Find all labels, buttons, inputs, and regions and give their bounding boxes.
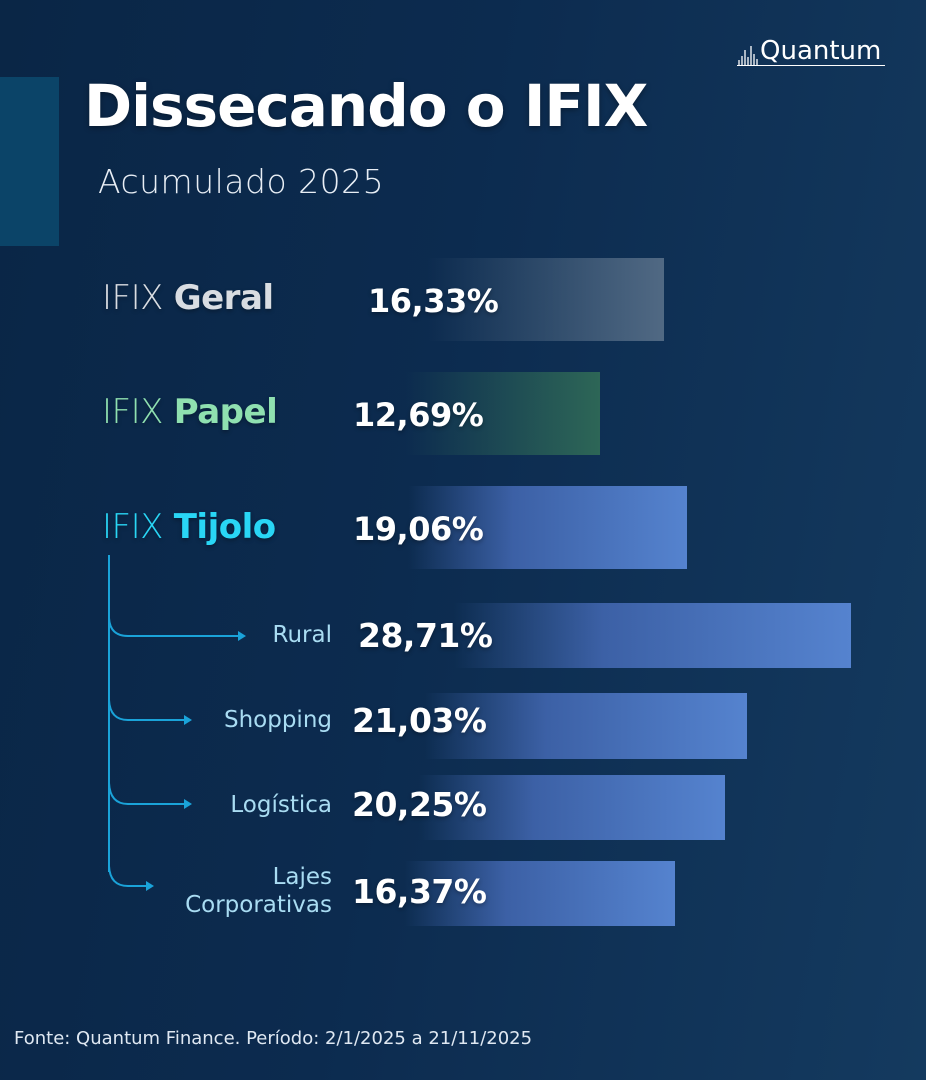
- arrow-logistica-icon: [184, 799, 192, 809]
- bar-ifix-papel: [300, 372, 600, 455]
- bar-logistica: [300, 775, 725, 840]
- value-rural: 28,71%: [358, 616, 493, 655]
- label-rural: Rural: [272, 622, 332, 648]
- label-prefix: IFIX: [102, 507, 163, 547]
- page-title: Dissecando o IFIX: [84, 72, 648, 140]
- bar-spikes-logo-icon: [738, 46, 758, 65]
- label-shopping: Shopping: [223, 707, 332, 733]
- value-ifix-geral: 16,33%: [368, 282, 499, 320]
- label-prefix: IFIX: [102, 278, 163, 318]
- value-ifix-tijolo: 19,06%: [353, 510, 484, 548]
- arrow-lajes-icon: [146, 881, 154, 891]
- arrow-shopping-icon: [184, 715, 192, 725]
- bar-lajes-corporativas: [300, 861, 675, 926]
- brand-logo: Quantum: [737, 30, 886, 66]
- bar-shopping: [300, 693, 747, 759]
- label-ifix-papel: IFIX Papel: [102, 392, 278, 432]
- value-logistica: 20,25%: [352, 785, 487, 824]
- value-ifix-papel: 12,69%: [353, 396, 484, 434]
- label-line-1: Lajes: [272, 864, 332, 890]
- bar-ifix-geral: [300, 258, 664, 341]
- logo-underline: [737, 64, 886, 66]
- accent-block: [0, 77, 59, 246]
- label-prefix: IFIX: [102, 392, 163, 432]
- label-line-2: Corporativas: [185, 892, 332, 918]
- label-logistica: Logística: [230, 792, 332, 818]
- bar-rural: [300, 603, 851, 668]
- bar-ifix-tijolo: [300, 486, 687, 569]
- value-lajes-corporativas: 16,37%: [352, 872, 487, 911]
- brand-name: Quantum: [760, 36, 882, 66]
- arrow-rural-icon: [238, 631, 246, 641]
- label-name: Tijolo: [173, 507, 276, 547]
- label-name: Papel: [173, 392, 278, 432]
- source-footnote: Fonte: Quantum Finance. Período: 2/1/202…: [14, 1028, 533, 1049]
- label-name: Geral: [173, 278, 274, 318]
- label-ifix-tijolo: IFIX Tijolo: [102, 507, 276, 547]
- label-ifix-geral: IFIX Geral: [102, 278, 274, 318]
- value-shopping: 21,03%: [352, 701, 487, 740]
- page-subtitle: Acumulado 2025: [98, 162, 385, 201]
- label-lajes-corporativas: Lajes Corporativas: [185, 863, 332, 919]
